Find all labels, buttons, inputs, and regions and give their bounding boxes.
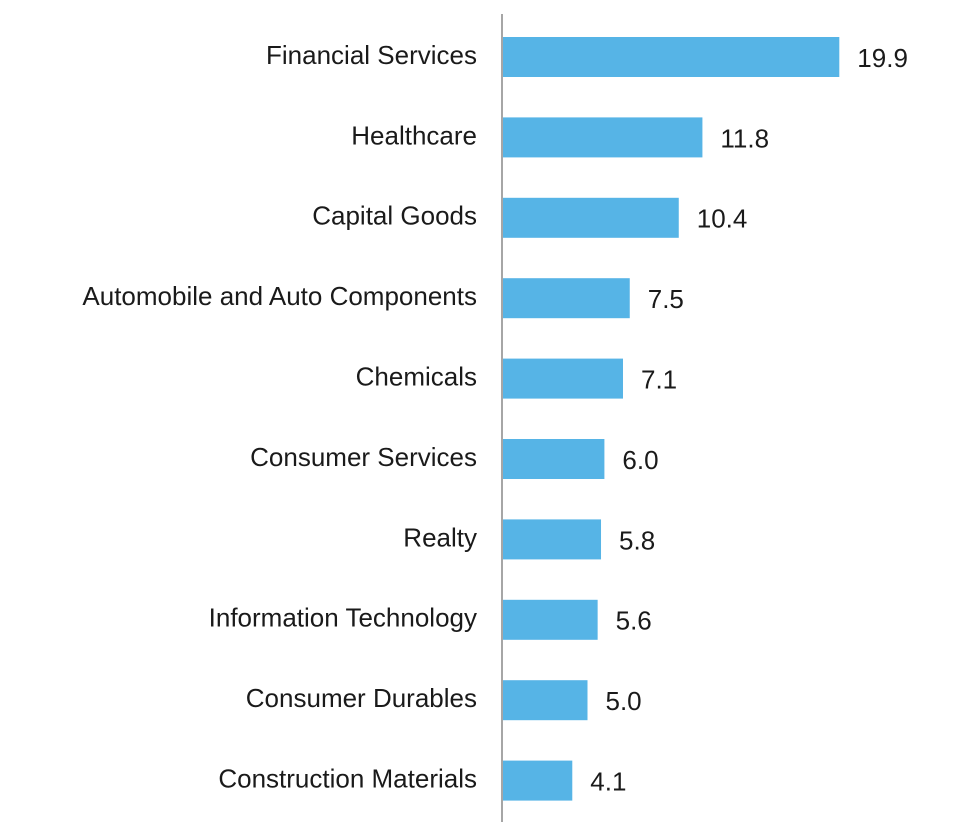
bar xyxy=(503,519,602,560)
data-value-label: 5.8 xyxy=(619,525,655,555)
bar xyxy=(503,117,703,158)
bar xyxy=(503,680,588,721)
bar xyxy=(503,197,679,238)
category-tick-label: Information Technology xyxy=(209,603,477,633)
data-value-label: 6.0 xyxy=(622,445,658,475)
value-labels-group: 19.9 11.8 10.4 7.5 7.1 6.0 5.8 5.6 5.0 4.1 xyxy=(590,43,908,797)
category-tick-label: Realty xyxy=(403,522,477,552)
bar xyxy=(503,439,605,479)
category-tick-label: Consumer Services xyxy=(250,442,477,472)
bar xyxy=(503,760,573,801)
bar xyxy=(503,599,598,640)
category-tick-label: Financial Services xyxy=(266,40,477,70)
category-tick-label: Automobile and Auto Components xyxy=(82,281,477,311)
bars-group xyxy=(503,37,840,801)
data-value-label: 5.6 xyxy=(616,606,652,636)
bar xyxy=(503,37,840,77)
category-tick-label: Construction Materials xyxy=(218,763,477,793)
category-tick-label: Consumer Durables xyxy=(246,683,477,713)
bar xyxy=(503,358,623,399)
category-tick-label: Chemicals xyxy=(356,361,477,391)
data-value-label: 19.9 xyxy=(857,43,908,73)
category-labels-group: Financial Services Healthcare Capital Good… xyxy=(82,40,477,794)
data-value-label: 7.1 xyxy=(641,364,677,394)
category-tick-label: Healthcare xyxy=(351,120,477,150)
data-value-label: 11.8 xyxy=(720,123,769,153)
category-tick-label: Capital Goods xyxy=(312,201,477,231)
data-value-label: 10.4 xyxy=(697,204,748,234)
data-value-label: 5.0 xyxy=(606,686,642,716)
data-value-label: 7.5 xyxy=(648,284,684,314)
bar xyxy=(503,278,630,319)
data-value-label: 4.1 xyxy=(590,766,626,796)
